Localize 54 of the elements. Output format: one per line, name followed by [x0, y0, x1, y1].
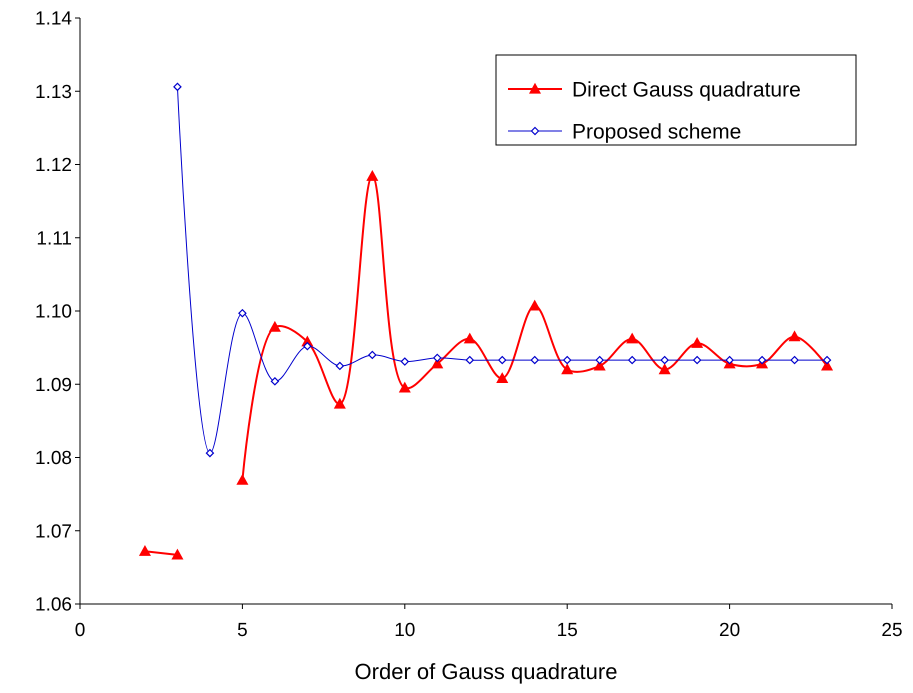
point — [628, 356, 636, 364]
x-tick-label: 0 — [74, 620, 86, 641]
point — [596, 356, 604, 364]
x-axis-title: Order of Gauss quadrature — [354, 659, 618, 684]
y-tick-label: 1.11 — [36, 228, 72, 250]
point — [466, 356, 474, 364]
point — [238, 309, 246, 318]
point — [498, 356, 506, 364]
point — [270, 377, 279, 386]
point — [692, 338, 703, 348]
point — [822, 356, 832, 364]
y-tick-label: 1.10 — [35, 302, 72, 323]
point — [693, 356, 702, 364]
x-tick-label: 10 — [394, 620, 416, 641]
point — [626, 333, 638, 344]
point — [173, 82, 182, 91]
point — [206, 449, 214, 458]
point — [496, 372, 508, 383]
point — [366, 170, 378, 181]
point — [303, 342, 312, 350]
x-tick-label: 15 — [556, 620, 578, 641]
point — [758, 356, 766, 364]
point — [788, 331, 800, 342]
y-tick-label: 1.07 — [35, 521, 72, 542]
x-tick-label: 25 — [881, 620, 903, 641]
point — [172, 549, 184, 560]
y-tick-label: 1.06 — [35, 594, 72, 616]
y-tick-label: 1.09 — [35, 374, 72, 396]
legend-label: Proposed scheme — [572, 120, 742, 144]
point — [269, 322, 280, 332]
point — [530, 356, 539, 364]
point — [399, 382, 410, 393]
point — [368, 350, 376, 360]
y-tick-label: 1.08 — [35, 448, 72, 470]
y-tick-label: 1.13 — [35, 82, 72, 103]
point — [336, 362, 344, 370]
y-tick-label: 1.12 — [35, 155, 72, 176]
x-tick-label: 20 — [719, 620, 740, 641]
point — [236, 474, 248, 485]
point — [563, 356, 572, 364]
x-tick-label: 5 — [237, 620, 248, 641]
y-tick-label: 1.14 — [35, 8, 72, 30]
point — [529, 300, 540, 310]
point — [464, 333, 476, 344]
point — [433, 354, 442, 362]
point — [660, 356, 669, 364]
point — [562, 364, 573, 374]
point — [139, 546, 151, 556]
point — [726, 356, 734, 364]
point — [659, 364, 670, 374]
point — [334, 398, 346, 409]
point — [400, 357, 409, 366]
point — [790, 356, 799, 364]
legend-label: Direct Gauss quadrature — [572, 78, 801, 102]
